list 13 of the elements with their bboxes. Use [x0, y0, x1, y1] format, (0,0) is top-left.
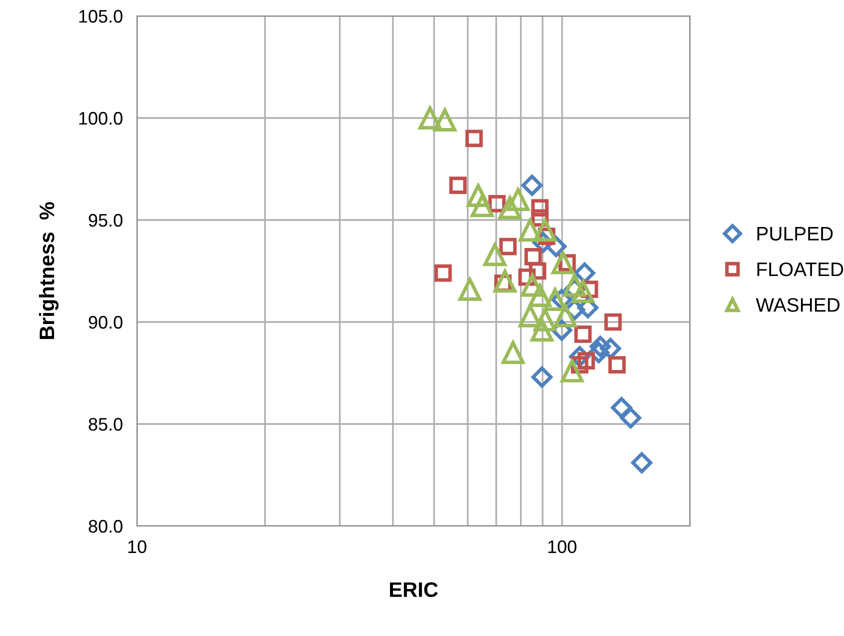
y-tick-label: 105.0: [79, 10, 122, 23]
x-axis-title: ERIC: [390, 582, 438, 598]
y-tick-label: 85.0: [88, 418, 122, 431]
y-tick-label: 95.0: [88, 214, 122, 227]
x-tick-label: 100: [548, 540, 576, 554]
legend-label: WASHED: [756, 298, 840, 312]
x-tick-label: 10: [128, 540, 146, 554]
y-tick-label: 100.0: [79, 112, 122, 125]
y-tick-label: 80.0: [88, 520, 122, 533]
y-tick-label: 90.0: [88, 316, 122, 329]
legend-label: PULPED: [757, 227, 833, 241]
legend-label: FLOATED: [757, 262, 844, 276]
y-axis-title: Brightness %: [38, 202, 58, 340]
